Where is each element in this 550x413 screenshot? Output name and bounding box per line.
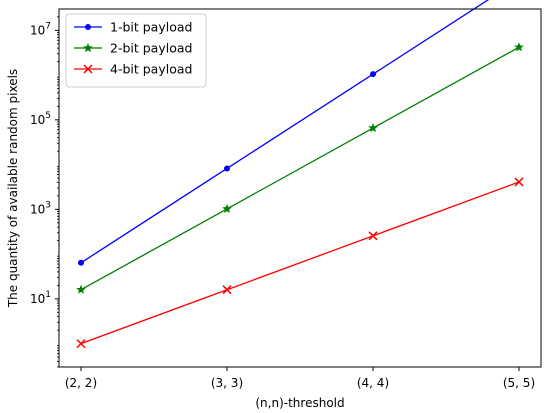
data-point [514, 177, 524, 187]
x-axis-label: (n,n)-threshold [255, 396, 344, 410]
y-tick-label: 101 [30, 290, 51, 306]
series-layer [76, 0, 524, 349]
legend-marker [83, 43, 93, 53]
data-point [76, 284, 86, 294]
x-tick-label: (4, 4) [357, 376, 389, 390]
series-line [80, 181, 520, 345]
series-1 [78, 0, 490, 266]
y-tick-label: 105 [30, 111, 51, 127]
x-tick-label: (5, 5) [503, 376, 535, 390]
legend-label: 4-bit payload [110, 62, 192, 77]
y-tick-label: 103 [30, 200, 51, 216]
series-line [80, 0, 490, 264]
legend-marker [85, 24, 91, 30]
legend-label: 1-bit payload [110, 20, 192, 35]
legend-entry: 1-bit payload [74, 20, 192, 35]
legend: 1-bit payload 2-bit payload 4-bit payload [65, 13, 207, 88]
series-3 [76, 177, 524, 349]
series-2 [76, 42, 524, 294]
data-point [76, 339, 86, 349]
data-point [368, 123, 378, 133]
y-tick-label: 107 [30, 21, 51, 37]
data-point [222, 285, 232, 295]
data-point [222, 203, 232, 213]
data-point [368, 231, 378, 241]
axes-layer: (2, 2) (3, 3) (4, 4) (5, 5) 101 103 105 107 [30, 16, 535, 390]
series-line [80, 46, 520, 291]
legend-entry: 2-bit payload [74, 41, 192, 56]
x-tick-label: (2, 2) [65, 376, 97, 390]
legend-entry: 4-bit payload [74, 62, 192, 77]
legend-label: 2-bit payload [110, 41, 192, 56]
data-point [224, 165, 230, 172]
data-point [370, 71, 376, 78]
data-point [78, 259, 84, 266]
x-tick-label: (3, 3) [211, 376, 243, 390]
data-point [514, 42, 524, 52]
y-axis-label: The quantity of available random pixels [6, 69, 20, 308]
legend-marker [83, 64, 93, 74]
